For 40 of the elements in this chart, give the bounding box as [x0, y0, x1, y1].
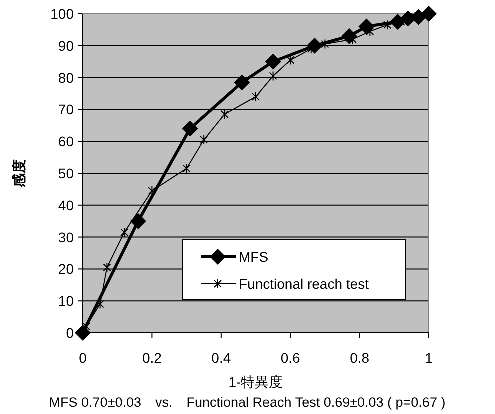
point: [120, 228, 129, 238]
point: [82, 322, 90, 332]
y-tick-label: 40: [58, 197, 74, 214]
y-tick-label: 90: [58, 38, 74, 54]
point: [269, 71, 278, 82]
point: [182, 164, 191, 174]
point: [103, 262, 112, 273]
point: [182, 120, 198, 137]
point: [383, 20, 392, 30]
point: [200, 135, 208, 146]
y-tick-label: 20: [58, 261, 74, 278]
point: [234, 74, 250, 91]
point: [286, 55, 295, 66]
y-tick-label: 100: [50, 6, 74, 22]
y-tick-label: 50: [58, 166, 74, 182]
x-tick-label: 0.4: [212, 350, 232, 366]
legend-label: Functional reach test: [239, 276, 370, 292]
y-tick-label: 80: [58, 70, 74, 86]
point: [265, 54, 282, 70]
point: [130, 213, 146, 230]
y-tick-label: 0: [66, 325, 74, 341]
point: [148, 186, 156, 196]
text: MFS 0.70±0.03 vs. Functional Reach Test 0.69±0.03 ( p=0.67 ): [49, 395, 446, 410]
x-tick-label: 0.2: [142, 350, 162, 366]
point: [220, 109, 229, 120]
y-tick-label: 70: [58, 102, 74, 118]
point: [96, 299, 104, 310]
y-tick-label: 60: [58, 134, 74, 150]
point: [358, 18, 375, 35]
x-tick-label: 1: [425, 350, 434, 366]
y-tick-label: 30: [58, 229, 74, 246]
x-tick-label: 0.8: [350, 350, 370, 366]
x-axis-title: 1-特異度: [228, 374, 284, 390]
y-tick-label: 10: [58, 293, 74, 310]
x-tick-label: 0.6: [280, 350, 301, 366]
x-tick-label: 0: [79, 350, 88, 366]
y-axis-title: 感度: [11, 160, 27, 188]
legend-label: MFS: [239, 249, 269, 265]
point: [321, 39, 330, 50]
point: [252, 92, 260, 102]
